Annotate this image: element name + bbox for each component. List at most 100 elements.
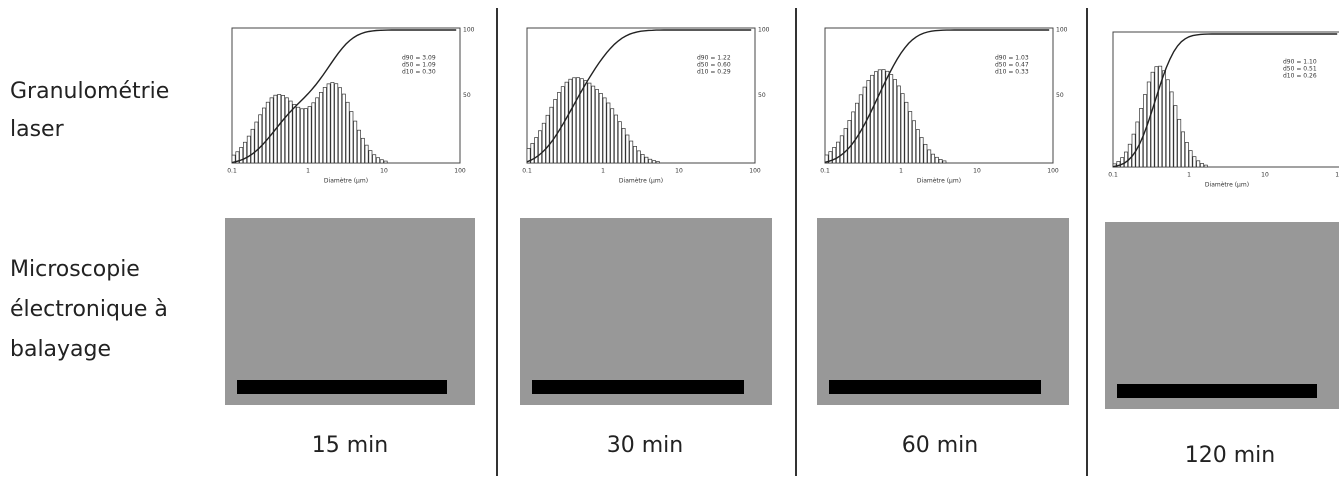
histogram-bar — [307, 106, 312, 164]
row-label: électronique à — [10, 297, 168, 322]
histogram-bar — [1188, 150, 1193, 168]
histogram-bar — [606, 102, 611, 164]
histogram-bar — [258, 114, 263, 164]
x-tick-label: 1 — [1187, 172, 1191, 179]
histogram-bar — [281, 95, 285, 164]
histogram-bar — [832, 147, 837, 164]
size-distribution-chart: 0.1 1 10 100 Diamètre (µm) 100 50 d90 = 1.22d50… — [522, 27, 769, 185]
sem-scale-bar — [1117, 384, 1317, 398]
histogram-bar — [545, 114, 550, 164]
histogram-bar — [296, 106, 301, 164]
stat-label: d50 = 0.51 — [1283, 66, 1317, 73]
x-axis-label: Diamètre (µm) — [1205, 182, 1249, 189]
histogram-bar — [243, 141, 247, 164]
x-tick-label: 10 — [973, 168, 981, 175]
histogram-bar — [254, 121, 259, 164]
histogram-bar — [549, 106, 554, 164]
histogram-bar — [383, 160, 388, 164]
cumulative-curve — [1112, 33, 1338, 168]
histogram-bar — [923, 143, 928, 164]
histogram-bar — [1116, 161, 1121, 168]
histogram-bar — [579, 78, 584, 164]
histogram-bar — [303, 108, 308, 164]
x-tick-label: 100 — [454, 168, 466, 175]
histogram-bar — [269, 97, 274, 164]
histogram-bar — [319, 92, 323, 164]
histogram-bar — [322, 87, 327, 164]
histogram-bar — [284, 97, 289, 164]
histogram-bar — [1124, 151, 1128, 168]
histogram-bar — [587, 82, 592, 164]
x-tick-label: 100 — [1335, 172, 1339, 179]
histogram-bar — [942, 160, 947, 164]
histogram-bar — [364, 144, 369, 164]
x-tick-label: 100 — [1047, 168, 1059, 175]
histogram-bar — [376, 157, 380, 164]
histogram-bar — [1127, 143, 1132, 168]
histogram-bar — [839, 135, 844, 164]
histogram-bar — [530, 143, 535, 164]
histogram-bar — [1165, 79, 1170, 168]
stat-label: d50 = 1.09 — [402, 62, 436, 69]
histogram-bar — [591, 85, 596, 164]
histogram-bar — [1158, 65, 1163, 168]
stat-label: d10 = 0.26 — [1283, 73, 1317, 80]
histogram-bar — [1177, 118, 1182, 168]
right-tick-label: 50 — [463, 92, 471, 99]
row-label: balayage — [10, 337, 111, 362]
histogram-bar — [353, 120, 358, 164]
histogram-bar — [576, 77, 580, 164]
histogram-bar — [572, 77, 577, 164]
histogram-bar — [246, 135, 251, 164]
stat-label: d50 = 0.47 — [995, 62, 1029, 69]
stat-label: d10 = 0.33 — [995, 69, 1029, 76]
histogram-bar — [614, 114, 618, 164]
sem-scale-bar — [829, 380, 1041, 394]
x-axis-label: Diamètre (µm) — [917, 178, 961, 185]
histogram-bar — [912, 120, 916, 164]
histogram-bar — [315, 97, 320, 164]
histogram-bar — [357, 129, 361, 164]
sem-image — [817, 218, 1069, 405]
histogram-bar — [1162, 70, 1166, 168]
histogram-bar — [250, 128, 255, 164]
histogram-bar — [847, 120, 852, 164]
histogram-bar — [235, 151, 240, 164]
stat-label: d50 = 0.60 — [697, 62, 731, 69]
histogram-bar — [919, 137, 924, 164]
histogram-bar — [277, 94, 282, 164]
x-tick-label: 10 — [1261, 172, 1269, 179]
cumulative-curve — [824, 29, 1050, 163]
right-tick-label: 100 — [1056, 27, 1068, 34]
histogram-bar — [648, 158, 653, 164]
histogram-bar — [621, 128, 626, 164]
stat-label: d90 = 1.03 — [995, 55, 1029, 62]
sem-scale-bar — [532, 380, 744, 394]
histogram-bar — [1135, 121, 1140, 168]
histogram-bar — [640, 154, 645, 164]
histogram-bar — [265, 101, 270, 164]
histogram-bar — [1120, 157, 1125, 168]
histogram-bar — [372, 154, 377, 164]
histogram-bar — [866, 80, 871, 164]
right-tick-label: 50 — [758, 92, 766, 99]
histogram-bar — [881, 69, 886, 164]
histogram-bar — [345, 101, 350, 164]
histogram-bar — [598, 93, 603, 164]
histogram-bar — [1196, 160, 1201, 168]
histogram-bar — [625, 134, 630, 164]
x-tick-label: 1 — [899, 168, 903, 175]
histogram-bar — [311, 102, 316, 164]
histogram-bar — [896, 85, 901, 164]
histogram-bar — [893, 79, 897, 164]
x-tick-label: 0.1 — [1108, 172, 1118, 179]
time-label: 30 min — [607, 433, 683, 458]
histogram-bar — [908, 111, 913, 164]
right-tick-label: 50 — [1056, 92, 1064, 99]
histogram-bar — [655, 161, 660, 164]
histogram-bar — [326, 83, 331, 164]
row-label: Microscopie — [10, 257, 140, 282]
histogram-bar — [900, 93, 905, 164]
histogram-bar — [330, 82, 335, 164]
